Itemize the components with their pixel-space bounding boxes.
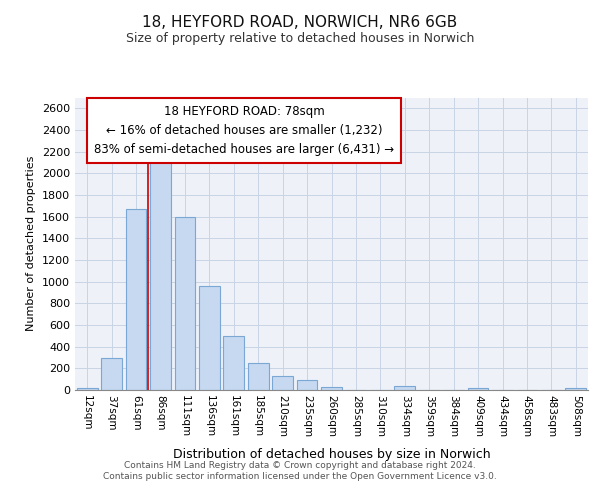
- Bar: [565, 388, 586, 390]
- Bar: [199, 286, 220, 390]
- Bar: [223, 336, 244, 390]
- Bar: [272, 376, 293, 390]
- X-axis label: Distribution of detached houses by size in Norwich: Distribution of detached houses by size …: [173, 448, 490, 461]
- Bar: [321, 386, 342, 390]
- Text: 18, HEYFORD ROAD, NORWICH, NR6 6GB: 18, HEYFORD ROAD, NORWICH, NR6 6GB: [142, 15, 458, 30]
- Bar: [296, 380, 317, 390]
- Bar: [248, 363, 269, 390]
- Bar: [150, 158, 171, 390]
- Bar: [125, 209, 146, 390]
- Text: Contains HM Land Registry data © Crown copyright and database right 2024.: Contains HM Land Registry data © Crown c…: [124, 461, 476, 470]
- Bar: [77, 388, 98, 390]
- Text: 18 HEYFORD ROAD: 78sqm
← 16% of detached houses are smaller (1,232)
83% of semi-: 18 HEYFORD ROAD: 78sqm ← 16% of detached…: [94, 105, 394, 156]
- Bar: [101, 358, 122, 390]
- Text: Contains public sector information licensed under the Open Government Licence v3: Contains public sector information licen…: [103, 472, 497, 481]
- Bar: [175, 216, 196, 390]
- Bar: [394, 386, 415, 390]
- Text: Size of property relative to detached houses in Norwich: Size of property relative to detached ho…: [126, 32, 474, 45]
- Y-axis label: Number of detached properties: Number of detached properties: [26, 156, 37, 332]
- Bar: [467, 388, 488, 390]
